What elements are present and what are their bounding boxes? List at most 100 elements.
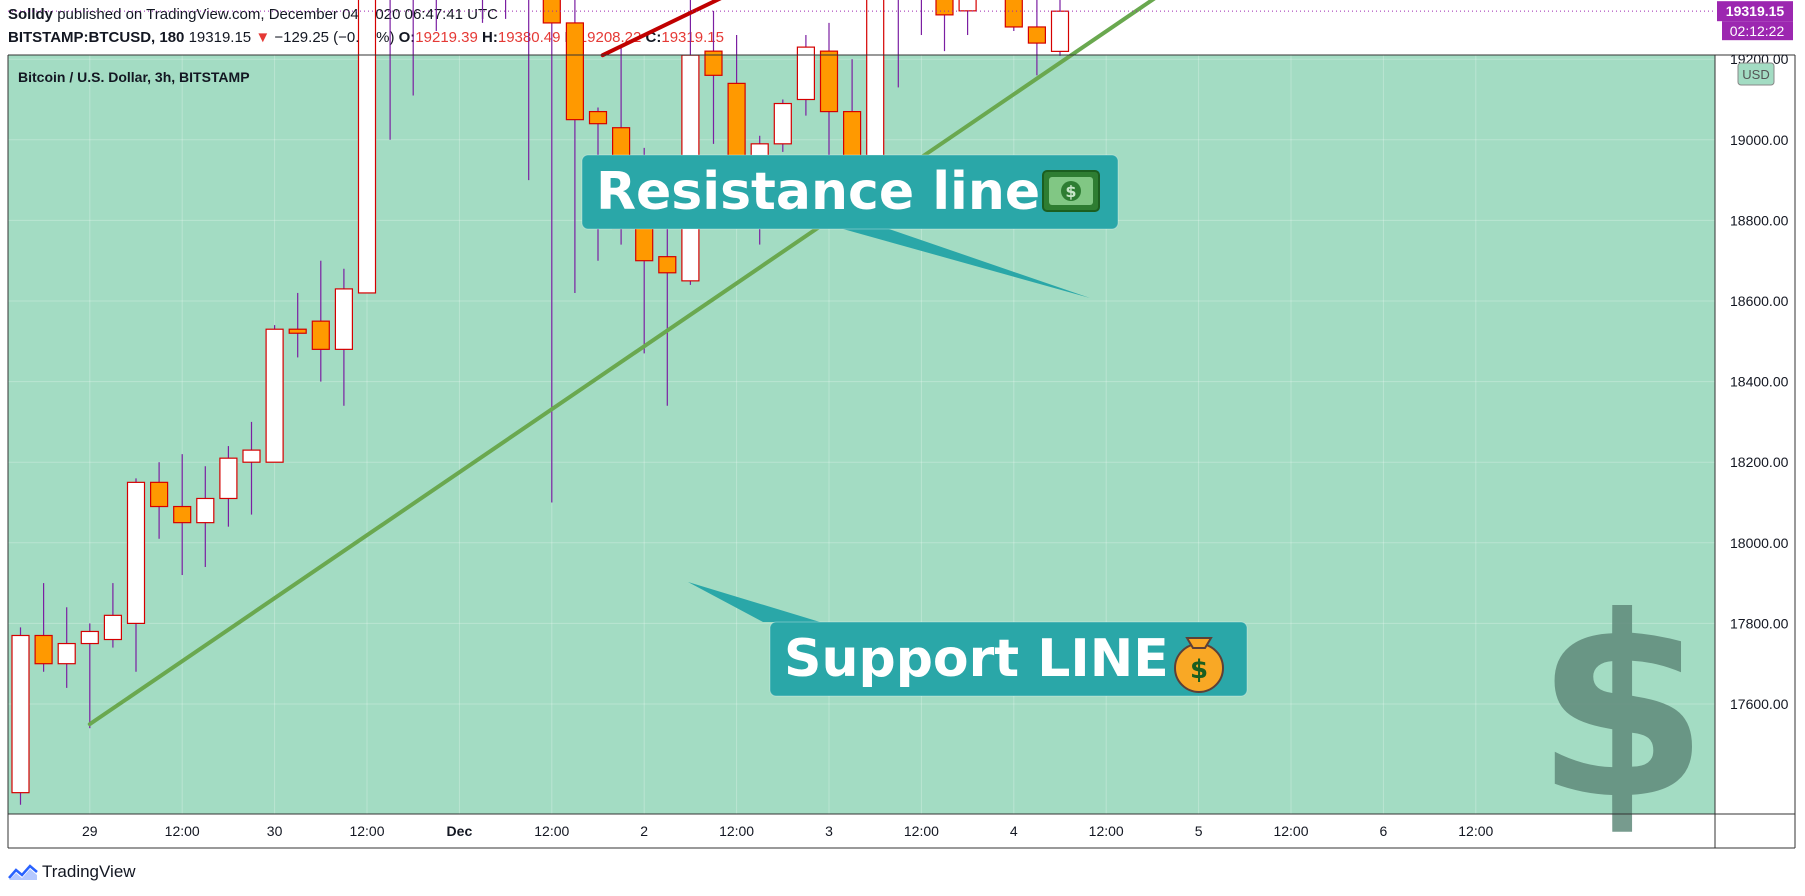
candle[interactable]: [773, 99, 792, 152]
resistance-line[interactable]: [600, 0, 1238, 58]
candle-body: [173, 505, 192, 524]
candle-body: [588, 110, 608, 125]
callout-pointer: [688, 582, 820, 622]
candle-body: [34, 634, 53, 665]
candle[interactable]: [57, 607, 76, 688]
candle-body: [196, 497, 215, 524]
time-tick-label: 12:00: [1458, 823, 1493, 839]
time-tick-label: 5: [1195, 823, 1203, 839]
callouts: Resistance line $ Support LINE $: [581, 154, 1248, 697]
svg-text:$: $: [1065, 182, 1076, 201]
candle[interactable]: [958, 0, 977, 36]
time-tick-label: 2: [640, 823, 648, 839]
candle[interactable]: [565, 0, 585, 293]
candle[interactable]: [1004, 0, 1023, 31]
price-tick-label: 18600.00: [1730, 293, 1789, 309]
candle-body: [773, 102, 792, 145]
candle[interactable]: [428, 0, 445, 31]
candle[interactable]: [890, 0, 907, 88]
candle[interactable]: [842, 59, 862, 185]
candle[interactable]: [681, 0, 700, 285]
countdown-tag: 02:12:22: [1722, 21, 1793, 41]
low-value: 19208.22: [578, 29, 642, 46]
candle[interactable]: [265, 325, 284, 463]
candle[interactable]: [819, 22, 839, 156]
down-arrow-icon: ▼: [255, 29, 271, 46]
candle-body: [265, 328, 284, 463]
candle[interactable]: [334, 268, 353, 406]
support-callout[interactable]: Support LINE $: [688, 582, 1248, 697]
last-price-tag: 19319.15: [1717, 1, 1793, 22]
money-bill-icon: $: [1042, 170, 1100, 212]
candle-body: [796, 46, 816, 101]
candle[interactable]: [103, 583, 123, 648]
candle[interactable]: [288, 292, 307, 358]
svg-text:02:12:22: 02:12:22: [1730, 23, 1785, 39]
candle[interactable]: [1027, 0, 1047, 76]
candle-body: [219, 457, 238, 500]
close-value: 19319.15: [661, 29, 724, 46]
time-axis: 29 12:00 30 12:00 Dec 12:00 2 12:00 3 12:00 4 12:00…: [82, 823, 1494, 839]
candle[interactable]: [219, 446, 238, 527]
candle[interactable]: [34, 583, 53, 672]
time-tick-label: Dec: [447, 823, 473, 839]
price-tick-label: 19000.00: [1730, 132, 1789, 148]
svg-text:19319.15: 19319.15: [1726, 3, 1785, 19]
candle-body: [288, 328, 307, 334]
time-tick-label: 12:00: [349, 823, 384, 839]
candle[interactable]: [1050, 0, 1070, 56]
candle[interactable]: [913, 0, 930, 36]
candle[interactable]: [173, 454, 192, 576]
symbol-label: BITSTAMP:BTCUSD, 180: [8, 29, 185, 46]
currency-label: USD: [1742, 67, 1769, 82]
tradingview-branding[interactable]: TradingView: [8, 862, 136, 882]
candle[interactable]: [866, 0, 885, 173]
candle[interactable]: [126, 478, 146, 672]
candle[interactable]: [150, 462, 169, 539]
candle[interactable]: [796, 35, 816, 116]
candle-body: [1027, 26, 1047, 44]
candle-body: [935, 0, 954, 16]
candle[interactable]: [935, 0, 954, 52]
candle[interactable]: [542, 0, 561, 503]
candle[interactable]: [196, 466, 215, 567]
candle[interactable]: [405, 0, 422, 96]
time-tick-label: 12:00: [1273, 823, 1308, 839]
support-line[interactable]: [87, 0, 1284, 727]
candle-body: [819, 50, 839, 113]
candle-body: [334, 288, 353, 350]
candle[interactable]: [11, 627, 30, 805]
candle[interactable]: [80, 623, 99, 729]
time-tick-label: 4: [1010, 823, 1018, 839]
candle-body: [635, 227, 654, 262]
candle[interactable]: [658, 208, 677, 406]
candle[interactable]: [242, 421, 261, 515]
candle[interactable]: [497, 0, 514, 19]
price-tick-label: 18800.00: [1730, 212, 1789, 228]
chart-title: Bitcoin / U.S. Dollar, 3h, BITSTAMP: [18, 69, 250, 85]
currency-badge[interactable]: USD: [1737, 62, 1775, 86]
time-tick-label: 12:00: [719, 823, 754, 839]
time-tick-label: 30: [267, 823, 283, 839]
price-tick-label: 17600.00: [1730, 696, 1789, 712]
tradingview-logo-icon: [8, 864, 38, 880]
price-tick-label: 18400.00: [1730, 374, 1789, 390]
author-name[interactable]: Solldy: [8, 6, 54, 23]
price-tick-label: 18000.00: [1730, 535, 1789, 551]
brand-name: TradingView: [42, 862, 136, 881]
resistance-callout[interactable]: Resistance line $: [581, 154, 1119, 298]
last-price-value: 19319.15: [188, 29, 252, 46]
candle-body: [11, 634, 30, 794]
dollar-sign-icon: $: [1535, 563, 1709, 854]
time-tick-label: 12:00: [1089, 823, 1124, 839]
candle[interactable]: [311, 260, 330, 382]
callout-box: [581, 154, 1119, 230]
candle[interactable]: [357, 0, 377, 294]
candle[interactable]: [382, 0, 399, 140]
time-tick-label: 3: [825, 823, 833, 839]
candle[interactable]: [520, 0, 537, 181]
candle-body: [311, 320, 330, 350]
price-tick-label: 17800.00: [1730, 615, 1789, 631]
candle[interactable]: [704, 10, 723, 144]
